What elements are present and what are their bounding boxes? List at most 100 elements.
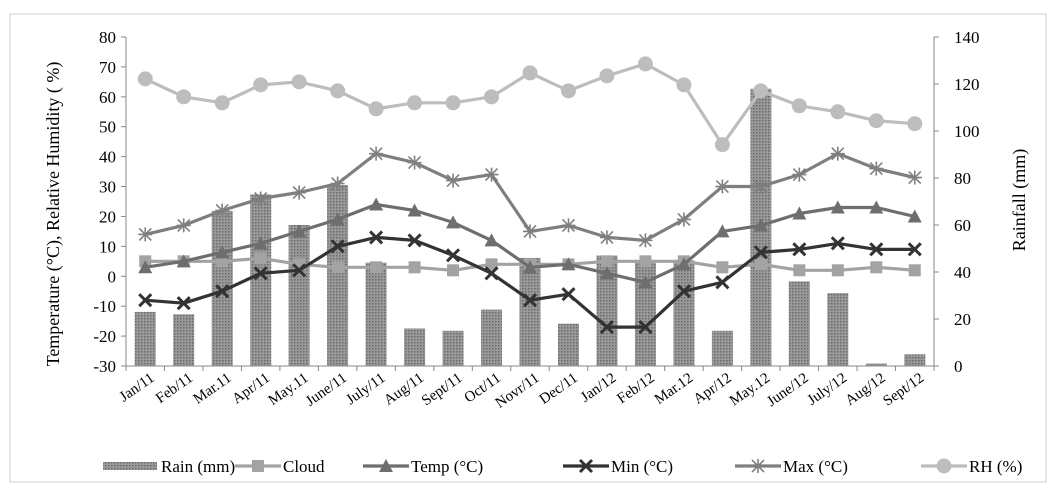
marker-triangle bbox=[907, 209, 922, 223]
rain-bar bbox=[288, 225, 310, 366]
marker-triangle bbox=[330, 212, 345, 226]
marker-circle bbox=[907, 116, 923, 132]
marker-triangle bbox=[715, 224, 730, 238]
left-tick-label: 0 bbox=[108, 267, 117, 286]
marker-star bbox=[561, 218, 576, 233]
marker-x bbox=[792, 242, 807, 257]
marker-star bbox=[330, 176, 345, 191]
rain-bar bbox=[327, 185, 349, 366]
legend-label: Temp (°C) bbox=[411, 457, 483, 476]
rain-bar bbox=[404, 328, 426, 366]
marker-star bbox=[715, 179, 730, 194]
rain-bar bbox=[481, 309, 502, 366]
legend: Rain (mm) Cloud Temp (°C) Min (°C) Max (°C) R… bbox=[103, 457, 1022, 476]
x-tick-label: Apr/12 bbox=[691, 370, 735, 407]
left-tick-label: 70 bbox=[99, 58, 116, 77]
marker-star bbox=[676, 212, 691, 227]
marker-triangle bbox=[253, 236, 268, 250]
right-tick-label: 120 bbox=[954, 75, 980, 94]
marker-x bbox=[830, 236, 845, 251]
left-tick-label: -30 bbox=[93, 357, 116, 376]
marker-star bbox=[292, 185, 307, 200]
marker-star bbox=[523, 224, 537, 239]
marker-star bbox=[215, 203, 230, 218]
right-tick-label: 140 bbox=[954, 28, 980, 47]
marker-square bbox=[447, 264, 460, 277]
rain-bar bbox=[904, 354, 926, 367]
marker-x bbox=[407, 233, 422, 248]
marker-circle bbox=[484, 89, 500, 105]
marker-square bbox=[716, 261, 729, 274]
rain-bars-layer bbox=[134, 88, 926, 367]
marker-square bbox=[331, 261, 344, 274]
x-tick-label: May.11 bbox=[266, 370, 312, 409]
rain-bar bbox=[442, 330, 464, 367]
marker-circle bbox=[176, 89, 192, 105]
left-tick-label: 30 bbox=[99, 178, 116, 197]
marker-square bbox=[793, 264, 806, 277]
marker-triangle bbox=[792, 206, 807, 220]
x-tick-label: Mar.12 bbox=[652, 370, 696, 408]
marker-circle bbox=[445, 95, 461, 111]
marker-x bbox=[753, 245, 768, 260]
marker-star bbox=[907, 170, 922, 185]
legend-label: RH (%) bbox=[969, 457, 1022, 476]
marker-x bbox=[715, 275, 730, 290]
x-tick-label: Jan/11 bbox=[117, 370, 158, 405]
marker-x bbox=[638, 320, 653, 335]
marker-x bbox=[445, 248, 461, 263]
marker-x bbox=[578, 458, 594, 474]
marker-x bbox=[369, 230, 384, 245]
marker-triangle bbox=[676, 257, 691, 271]
left-tick-label: 20 bbox=[99, 207, 116, 226]
marker-star bbox=[599, 230, 614, 245]
marker-star bbox=[638, 233, 653, 248]
marker-circle bbox=[599, 68, 615, 84]
rain-bar bbox=[558, 323, 579, 366]
marker-x bbox=[330, 239, 345, 254]
x-tick-label: June/12 bbox=[764, 370, 811, 410]
x-tick-label: Sept/12 bbox=[880, 370, 927, 409]
right-tick-label: 40 bbox=[954, 263, 971, 282]
marker-circle bbox=[137, 71, 153, 87]
marker-square bbox=[908, 264, 921, 277]
left-tick-label: 40 bbox=[99, 148, 116, 167]
marker-star bbox=[407, 155, 422, 170]
marker-star bbox=[792, 167, 807, 182]
x-tick-label: Jan/12 bbox=[578, 370, 619, 406]
marker-x bbox=[522, 293, 538, 308]
x-tick-label: Feb/11 bbox=[153, 370, 196, 407]
marker-triangle bbox=[753, 218, 768, 232]
marker-circle bbox=[253, 77, 269, 93]
chart-frame bbox=[9, 13, 1047, 483]
marker-star bbox=[253, 191, 268, 206]
left-tick-label: 60 bbox=[99, 88, 116, 107]
left-tick-label: -10 bbox=[93, 297, 116, 316]
marker-x bbox=[676, 284, 691, 299]
marker-square bbox=[408, 261, 421, 274]
marker-triangle bbox=[830, 200, 845, 214]
marker-circle bbox=[676, 77, 692, 93]
rain-bar bbox=[365, 262, 387, 366]
marker-triangle bbox=[369, 197, 384, 211]
right-tick-label: 60 bbox=[954, 216, 971, 235]
legend-label: Cloud bbox=[283, 457, 325, 476]
marker-x bbox=[561, 287, 576, 302]
marker-star bbox=[869, 161, 884, 176]
right-tick-label: 100 bbox=[954, 122, 980, 141]
marker-star bbox=[753, 179, 768, 194]
rain-bar bbox=[788, 281, 810, 366]
marker-x bbox=[215, 284, 230, 299]
marker-circle bbox=[753, 83, 769, 99]
marker-square bbox=[252, 460, 264, 472]
x-tick-label: Aug/11 bbox=[381, 370, 427, 409]
x-tick-label: July/11 bbox=[343, 370, 388, 408]
left-tick-label: 80 bbox=[99, 28, 116, 47]
x-tick-label: June/11 bbox=[303, 370, 350, 410]
marker-circle bbox=[714, 137, 730, 153]
x-tick-label: Apr/11 bbox=[229, 370, 273, 407]
rain-bar bbox=[865, 363, 887, 366]
x-tick-label: Novr/11 bbox=[493, 370, 543, 411]
marker-square bbox=[639, 255, 652, 268]
